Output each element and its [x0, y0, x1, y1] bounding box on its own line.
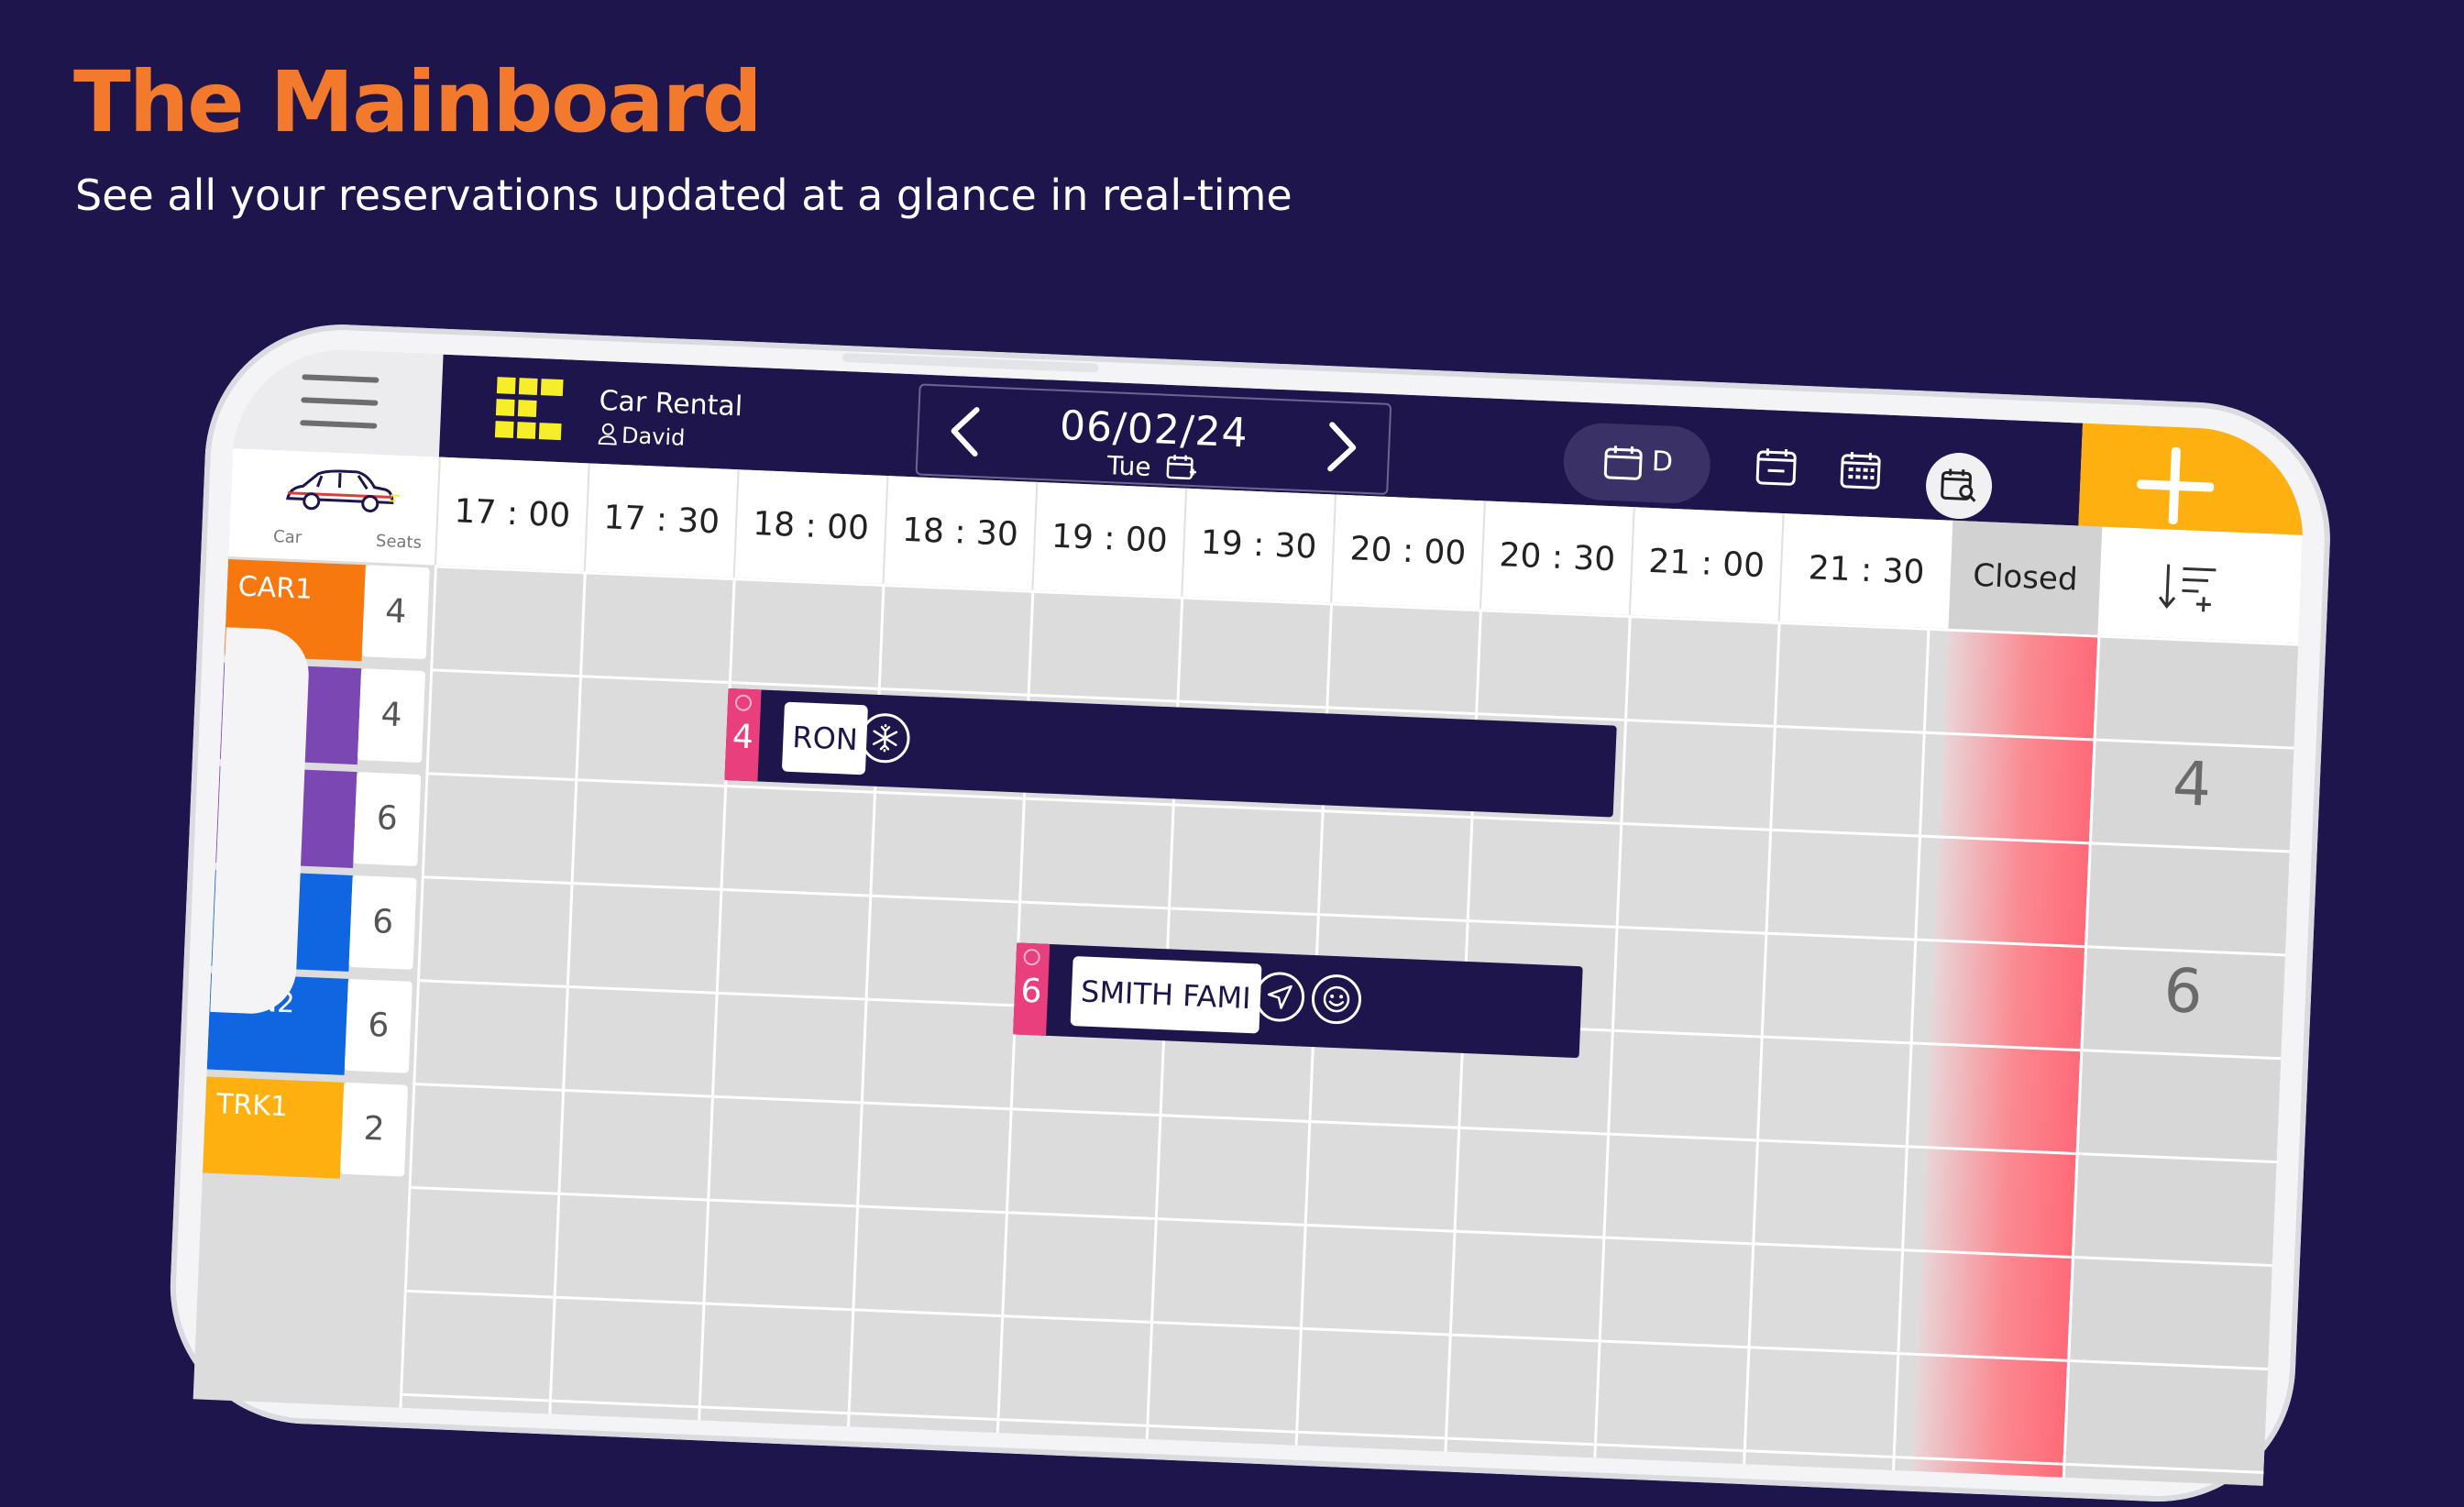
time-slot-header: 21 : 30 — [1777, 512, 1953, 629]
chevron-right-icon — [1327, 422, 1357, 472]
reservation-name: SMITH FAMI — [1070, 956, 1262, 1034]
prev-day-button[interactable] — [945, 405, 984, 458]
current-weekday[interactable]: Tue — [918, 442, 1388, 491]
time-slot-header: 20 : 30 — [1479, 500, 1634, 616]
next-day-button[interactable] — [1323, 421, 1361, 474]
page-subtitle: See all your reservations updated at a g… — [75, 170, 1292, 220]
calendar-day-icon — [1603, 446, 1643, 480]
smiley-icon — [1310, 973, 1363, 1026]
phone-top-bar — [842, 352, 1099, 373]
app-screen: Car Rental David 06/02/24 Tue D — [192, 346, 2307, 1486]
vehicle-seats: 4 — [361, 565, 430, 660]
time-slot-header: 18 : 00 — [732, 469, 887, 584]
party-size: 4 — [732, 718, 754, 757]
row-total: 4 — [2171, 748, 2213, 820]
view-day-button[interactable]: D — [1562, 421, 1712, 505]
vehicle-seats: 6 — [344, 978, 412, 1073]
status-dot-icon — [734, 694, 753, 712]
menu-icon — [300, 374, 380, 429]
party-size: 6 — [1019, 972, 1043, 1011]
sort-button[interactable] — [2097, 526, 2304, 644]
seats-column-label: Seats — [375, 531, 423, 553]
time-slot-header: 17 : 00 — [434, 456, 588, 572]
calendar-today-icon — [1166, 455, 1197, 480]
vehicle-seats: 6 — [348, 875, 417, 970]
view-week-button[interactable] — [1755, 446, 1799, 492]
snowflake-icon — [859, 712, 911, 764]
plus-icon — [2136, 446, 2212, 522]
party-size-tag: 4 — [724, 688, 762, 782]
vehicle-seats: 6 — [353, 772, 422, 866]
logo-icon — [494, 377, 566, 442]
calendar-search-icon — [1941, 468, 1976, 502]
row-total: 6 — [2162, 954, 2205, 1028]
vehicle-label[interactable]: TRK1 — [202, 1076, 345, 1179]
phone-side-notch — [210, 627, 311, 1016]
user-label[interactable]: David — [598, 422, 686, 451]
time-slot-header: 21 : 00 — [1628, 507, 1783, 622]
calendar-week-icon — [1755, 448, 1797, 486]
chevron-left-icon — [951, 407, 980, 457]
vehicle-column-header: Car Seats — [228, 448, 439, 566]
phone-frame: Car Rental David 06/02/24 Tue D — [164, 319, 2336, 1507]
sort-add-icon — [2158, 564, 2216, 612]
car-column-label: Car — [272, 527, 302, 548]
time-slot-header: 19 : 00 — [1031, 481, 1186, 597]
weekday-label: Tue — [1106, 450, 1152, 483]
page-title: The Mainboard — [73, 53, 763, 151]
time-slot-header: 18 : 30 — [882, 476, 1037, 590]
search-reservations-button[interactable] — [1924, 451, 1994, 521]
closed-column-header: Closed — [1948, 520, 2103, 635]
menu-button[interactable] — [233, 346, 444, 457]
brand-name: Car Rental — [598, 384, 743, 424]
user-icon — [598, 423, 617, 446]
status-dot-icon — [1023, 948, 1041, 966]
user-name: David — [621, 422, 686, 451]
location-arrow-icon — [1253, 971, 1306, 1023]
calendar-month-icon — [1840, 452, 1881, 490]
party-size-tag: 6 — [1013, 942, 1050, 1036]
reservation-name: RON — [781, 701, 869, 776]
top-bar: Car Rental David 06/02/24 Tue D — [438, 354, 2084, 526]
view-day-label: D — [1651, 445, 1674, 478]
reservation-block[interactable]: 4 RON — [724, 688, 1617, 818]
time-slot-header: 19 : 30 — [1181, 488, 1336, 603]
time-slot-header: 20 : 00 — [1330, 494, 1484, 610]
time-slot-header: 17 : 30 — [583, 463, 738, 578]
car-icon — [286, 469, 401, 512]
view-month-button[interactable] — [1840, 450, 1884, 496]
vehicle-seats: 2 — [340, 1082, 409, 1177]
date-navigator: 06/02/24 Tue — [915, 383, 1392, 495]
vehicle-seats: 4 — [357, 668, 426, 764]
reservation-block[interactable]: 6 SMITH FAMI — [1013, 942, 1583, 1059]
